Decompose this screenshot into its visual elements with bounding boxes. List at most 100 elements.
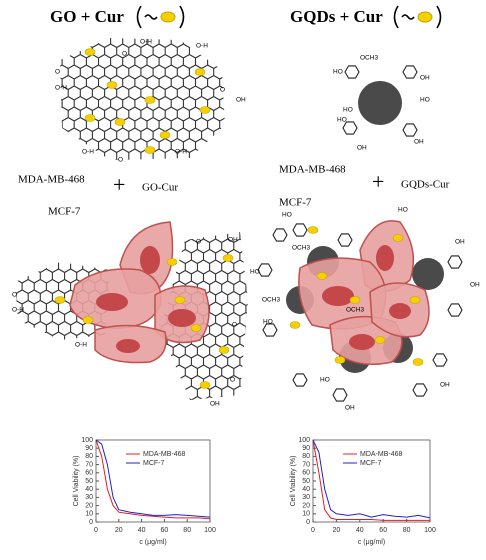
y-tick-label: 90 bbox=[85, 445, 93, 452]
group-label: O bbox=[232, 322, 237, 329]
group-label: HO bbox=[398, 207, 408, 214]
y-tick-label: 10 bbox=[85, 511, 93, 518]
quantum-dot bbox=[412, 258, 444, 290]
benzene-ring bbox=[292, 373, 308, 387]
benzene-ring bbox=[412, 383, 428, 397]
curcumin bbox=[159, 131, 171, 139]
nucleus bbox=[349, 334, 375, 350]
benzene-ring bbox=[292, 223, 308, 237]
y-tick-label: 20 bbox=[302, 502, 310, 509]
y-tick-label: 20 bbox=[85, 502, 93, 509]
group-label: HO bbox=[282, 212, 292, 219]
group-label: OCH3 bbox=[262, 297, 280, 304]
y-tick-label: 80 bbox=[85, 453, 93, 460]
group-label: OH bbox=[414, 139, 424, 146]
curcumin-icon bbox=[160, 11, 176, 23]
group-label: OH bbox=[455, 239, 465, 246]
group-label: HO bbox=[263, 319, 273, 326]
nucleus bbox=[376, 245, 394, 271]
y-tick-label: 100 bbox=[81, 437, 93, 444]
group-label: O-H bbox=[175, 149, 187, 156]
benzene-ring bbox=[402, 65, 418, 79]
curcumin bbox=[144, 96, 156, 104]
x-tick-label: 20 bbox=[333, 527, 341, 534]
group-label: O-H bbox=[75, 342, 87, 349]
y-tick-label: 30 bbox=[85, 494, 93, 501]
curcumin bbox=[199, 106, 211, 114]
series-line bbox=[312, 439, 430, 521]
group-label: OH bbox=[345, 405, 355, 412]
cells bbox=[54, 48, 430, 389]
y-tick-label: 90 bbox=[302, 445, 310, 452]
agent: GO-Cur bbox=[142, 182, 178, 194]
benzene-ring bbox=[272, 228, 288, 242]
curcumin bbox=[307, 226, 319, 234]
curcumin bbox=[84, 114, 96, 122]
y-tick-label: 60 bbox=[85, 470, 93, 477]
x-tick-label: 0 bbox=[94, 527, 98, 534]
curcumin bbox=[409, 296, 421, 304]
group-label: HO bbox=[343, 107, 353, 114]
curcumin bbox=[316, 272, 328, 280]
benzene-ring bbox=[447, 303, 463, 317]
cell-line: MDA-MB-468 bbox=[279, 164, 346, 176]
curcumin bbox=[222, 254, 234, 262]
agent: GQDs-Cur bbox=[401, 179, 450, 191]
group-label: O bbox=[230, 377, 235, 384]
cell-line: MCF-7 bbox=[48, 206, 81, 218]
nucleus bbox=[168, 309, 196, 327]
curcumin bbox=[54, 296, 66, 304]
y-tick-label: 70 bbox=[302, 461, 310, 468]
curcumin bbox=[84, 48, 96, 56]
benzene-ring bbox=[342, 121, 358, 135]
x-tick-label: 40 bbox=[138, 527, 146, 534]
y-tick-label: 80 bbox=[302, 453, 310, 460]
curcumin bbox=[194, 68, 206, 76]
group-label: HO bbox=[250, 269, 260, 276]
y-tick-label: 70 bbox=[85, 461, 93, 468]
curcumin bbox=[374, 336, 386, 344]
group-label: OH bbox=[357, 145, 367, 152]
curcumin bbox=[392, 234, 404, 242]
nucleus bbox=[116, 339, 140, 353]
benzene-ring bbox=[447, 255, 463, 269]
quantum-dot bbox=[358, 81, 402, 125]
y-tick-label: 60 bbox=[302, 470, 310, 477]
x-tick-label: 20 bbox=[115, 527, 123, 534]
group-label: HO bbox=[420, 97, 430, 104]
curcumin bbox=[174, 296, 186, 304]
plus: + bbox=[113, 172, 125, 197]
group-label: OH bbox=[440, 382, 450, 389]
x-axis-label: c (μg/ml) bbox=[139, 539, 166, 546]
benzene-ring bbox=[432, 353, 448, 367]
y-tick-label: 100 bbox=[298, 437, 310, 444]
series-line bbox=[95, 439, 211, 518]
group-label: HO bbox=[333, 69, 343, 76]
group-label: O bbox=[196, 239, 201, 246]
right-title: GQDs + Cur bbox=[290, 7, 383, 26]
y-tick-label: 40 bbox=[85, 486, 93, 493]
curcumin-icon bbox=[417, 11, 433, 23]
curcumin bbox=[199, 381, 211, 389]
curcumin-symbol bbox=[136, 5, 442, 29]
series-line bbox=[95, 439, 211, 520]
group-label: OH bbox=[470, 282, 480, 289]
curcumin bbox=[190, 324, 202, 332]
group-label: O bbox=[12, 292, 17, 299]
curcumin bbox=[349, 296, 361, 304]
group-label: OH bbox=[210, 401, 220, 408]
group-label: HO bbox=[320, 377, 330, 384]
group-label: O-H bbox=[82, 149, 94, 156]
group-label: OCH3 bbox=[346, 307, 364, 314]
curcumin bbox=[218, 346, 230, 354]
legend-label: MDA-MB-468 bbox=[143, 451, 186, 458]
legend-label: MDA-MB-468 bbox=[360, 451, 403, 458]
nucleus bbox=[96, 293, 128, 311]
group-label: O bbox=[122, 51, 127, 58]
cell-line: MDA-MB-468 bbox=[18, 174, 85, 186]
benzene-ring bbox=[337, 233, 353, 247]
x-tick-label: 80 bbox=[183, 527, 191, 534]
curcumin bbox=[412, 358, 424, 366]
